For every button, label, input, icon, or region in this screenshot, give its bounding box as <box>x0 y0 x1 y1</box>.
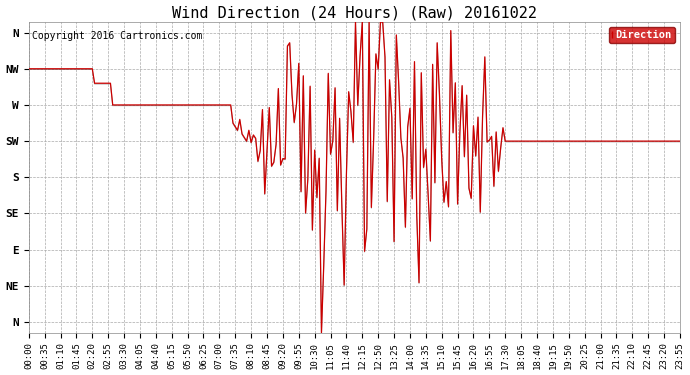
Title: Wind Direction (24 Hours) (Raw) 20161022: Wind Direction (24 Hours) (Raw) 20161022 <box>172 6 537 21</box>
Legend: Direction: Direction <box>609 27 675 43</box>
Text: Copyright 2016 Cartronics.com: Copyright 2016 Cartronics.com <box>32 31 202 41</box>
